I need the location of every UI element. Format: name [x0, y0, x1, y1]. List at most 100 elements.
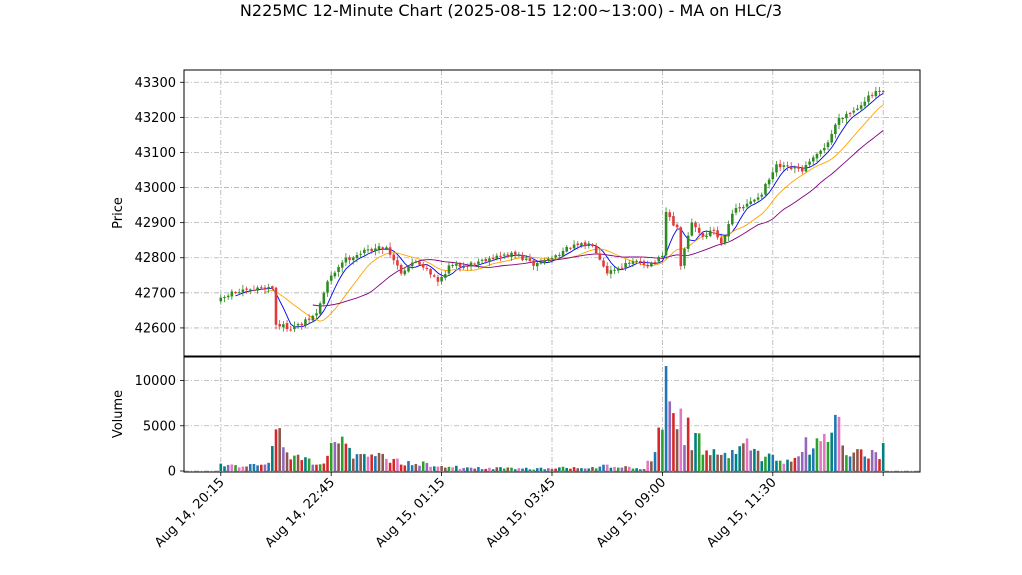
candle-body — [771, 172, 775, 180]
volume-bar — [653, 452, 657, 471]
candle-body — [576, 243, 580, 246]
candle — [723, 234, 727, 246]
volume-bar — [639, 469, 642, 471]
volume-bar — [388, 462, 392, 471]
candle — [355, 252, 359, 263]
candle — [830, 129, 833, 145]
candle — [539, 258, 543, 265]
volume-bar — [403, 465, 407, 471]
candle-body — [381, 247, 385, 250]
volume-bar — [852, 452, 856, 471]
candle — [491, 254, 495, 261]
volume-bar — [230, 464, 234, 471]
candle — [635, 259, 638, 263]
volume-bar — [344, 443, 348, 471]
volume-bar — [355, 454, 359, 471]
candle-body — [845, 114, 848, 119]
candle — [263, 285, 267, 295]
candle-body — [245, 288, 248, 290]
candle-body — [558, 254, 561, 256]
candle-body — [727, 224, 730, 237]
volume-bar — [811, 448, 815, 471]
candle-body — [388, 247, 392, 255]
price-plot-frame — [183, 69, 921, 357]
x-tick-label: Aug 15, 01:15 — [373, 475, 449, 551]
candle-body — [219, 297, 223, 302]
candle-body — [639, 260, 642, 262]
candle — [668, 209, 672, 221]
volume-bar — [664, 366, 668, 471]
candle-body — [613, 269, 616, 271]
candle-body — [609, 270, 613, 274]
volume-bar — [631, 468, 635, 471]
volume-bar — [333, 442, 337, 471]
candle-body — [826, 142, 830, 148]
candle — [683, 247, 686, 269]
volume-bar — [683, 445, 686, 471]
volume-bar — [539, 467, 543, 471]
volume-bar — [845, 455, 848, 471]
candle — [219, 294, 223, 304]
candle-body — [742, 206, 745, 209]
candle-body — [455, 263, 458, 266]
candle-body — [705, 235, 708, 238]
volume-bar — [635, 468, 638, 471]
volume-grid — [184, 357, 920, 472]
x-tick-label: Aug 15, 03:45 — [483, 475, 559, 551]
candle — [841, 117, 845, 124]
candle — [672, 211, 675, 227]
candle — [646, 260, 649, 269]
candle — [418, 259, 421, 266]
candle — [396, 256, 399, 270]
volume-bar — [753, 448, 756, 471]
candle-body — [234, 291, 237, 293]
candle-body — [627, 262, 631, 264]
volume-bar — [679, 408, 683, 471]
candle — [874, 86, 878, 98]
candle — [749, 197, 753, 205]
candle-body — [296, 324, 300, 326]
candle — [348, 255, 351, 265]
volume-bar — [786, 459, 789, 471]
volume-bar — [377, 452, 381, 471]
candle-body — [797, 166, 800, 169]
candle — [259, 284, 263, 290]
candle — [775, 160, 778, 177]
candle — [613, 266, 616, 275]
candle-body — [429, 269, 432, 275]
volume-bar — [245, 466, 248, 471]
volume-bar — [517, 468, 521, 471]
candle-body — [278, 324, 281, 327]
candle-body — [569, 247, 572, 249]
candle-body — [410, 262, 414, 267]
volume-bar — [775, 460, 778, 471]
volume-bar — [351, 458, 355, 471]
volume-bar — [432, 466, 436, 471]
candle — [701, 231, 705, 240]
candle — [594, 243, 598, 255]
volume-bar — [447, 466, 451, 471]
candle-body — [432, 275, 436, 277]
candle — [333, 270, 337, 279]
candle-body — [793, 167, 797, 169]
candle — [867, 91, 870, 105]
candle-body — [878, 90, 881, 92]
candle — [241, 284, 245, 297]
candle — [808, 158, 811, 169]
volume-bar — [326, 455, 329, 471]
volume-bar — [300, 460, 304, 471]
candle — [311, 314, 315, 323]
candle-body — [491, 257, 495, 260]
candle-body — [631, 261, 635, 264]
candle — [826, 139, 830, 151]
candle — [245, 286, 248, 294]
candle-body — [363, 249, 366, 254]
candle — [856, 104, 859, 111]
candle — [289, 325, 293, 332]
candle — [414, 259, 418, 264]
candle-body — [241, 289, 245, 293]
candle — [377, 242, 381, 254]
volume-bar — [583, 468, 587, 471]
candle-body — [399, 265, 403, 274]
candle — [778, 159, 782, 172]
